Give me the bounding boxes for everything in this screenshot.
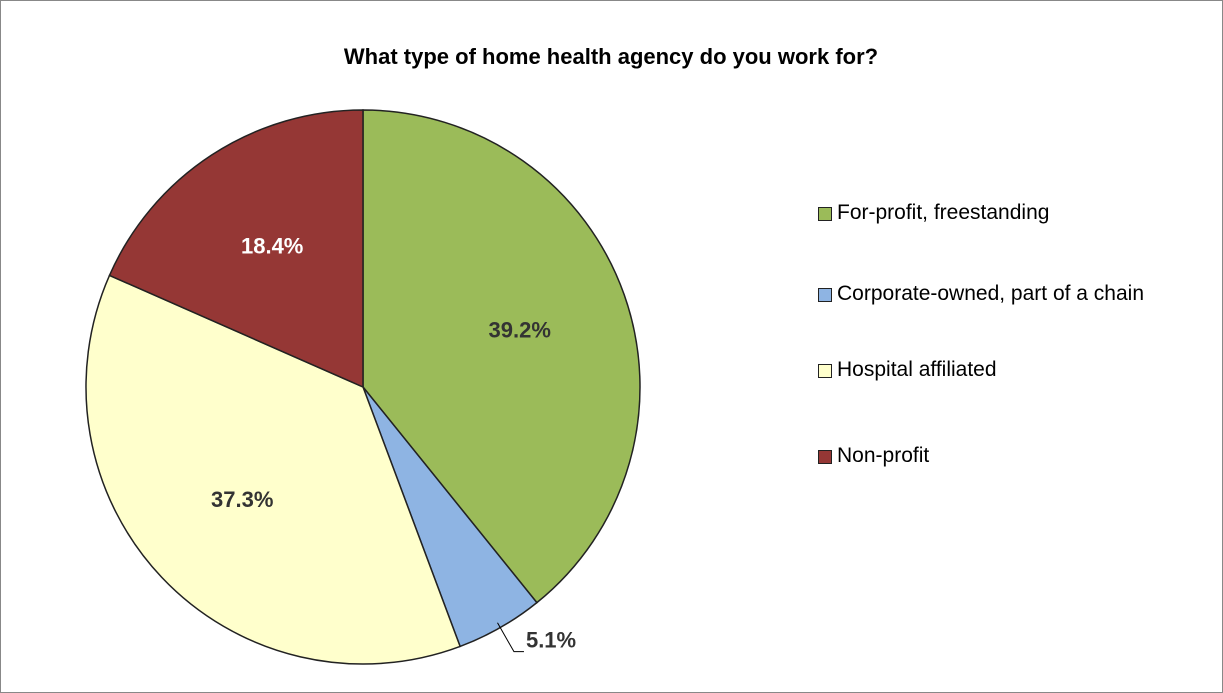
legend-entry: Non-profit	[818, 443, 1158, 469]
data-label: 5.1%	[526, 627, 576, 652]
leader-line	[497, 622, 524, 653]
legend-swatch	[818, 450, 832, 464]
data-label: 37.3%	[211, 487, 273, 512]
legend-swatch	[818, 207, 832, 221]
legend-swatch	[818, 288, 832, 302]
legend-swatch	[818, 364, 832, 378]
legend-label: Corporate-owned, part of a chain	[837, 282, 1145, 305]
legend-label: Hospital affiliated	[837, 358, 997, 381]
data-label: 18.4%	[241, 234, 303, 259]
legend: For-profit, freestanding Corporate-owned,…	[818, 200, 1158, 469]
pie-slice	[85, 274, 462, 665]
legend-label: For-profit, freestanding	[837, 201, 1050, 224]
chart-title: What type of home health agency do you w…	[344, 44, 878, 69]
legend-entry: Hospital affiliated	[818, 357, 1158, 383]
legend-label: Non-profit	[837, 444, 930, 467]
data-label: 39.2%	[489, 317, 551, 342]
legend-entry: For-profit, freestanding	[818, 200, 1158, 226]
pie-slice	[108, 109, 364, 389]
legend-entry: Corporate-owned, part of a chain	[818, 281, 1158, 307]
pie-slice	[362, 109, 641, 604]
